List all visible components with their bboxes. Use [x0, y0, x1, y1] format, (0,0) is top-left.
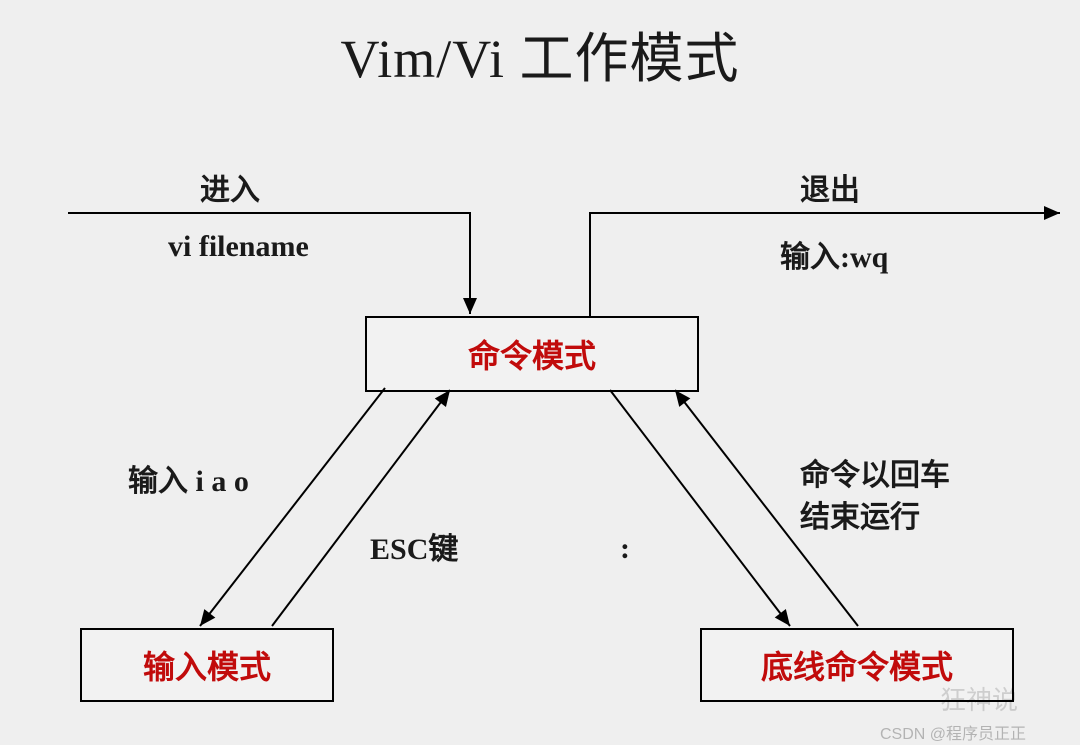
label-exit: 退出 — [800, 165, 860, 209]
label-esc: ESC键 — [370, 524, 458, 568]
label-enter: 进入 — [200, 165, 260, 209]
node-command-label: 命令模式 — [468, 331, 596, 377]
diagram-title: Vim/Vi 工作模式 — [0, 14, 1080, 93]
label-vi-filename: vi filename — [168, 230, 309, 264]
label-enter-run-1: 命令以回车 — [800, 450, 950, 494]
node-input-label: 输入模式 — [143, 642, 271, 688]
label-iao: 输入 i a o — [128, 456, 249, 500]
label-colon: : — [620, 532, 630, 566]
label-wq: 输入:wq — [780, 232, 888, 276]
label-enter-run-2: 结束运行 — [800, 492, 920, 536]
attribution-text: CSDN @程序员正正 — [880, 720, 1026, 744]
node-lastline-label: 底线命令模式 — [761, 642, 953, 688]
node-input-mode: 输入模式 — [80, 628, 334, 702]
node-command-mode: 命令模式 — [365, 316, 699, 392]
watermark-text: 狂神说 — [940, 680, 1018, 717]
diagram-canvas: Vim/Vi 工作模式 命令模式 输入模式 底线命令模式 进入 vi filen… — [0, 0, 1080, 745]
